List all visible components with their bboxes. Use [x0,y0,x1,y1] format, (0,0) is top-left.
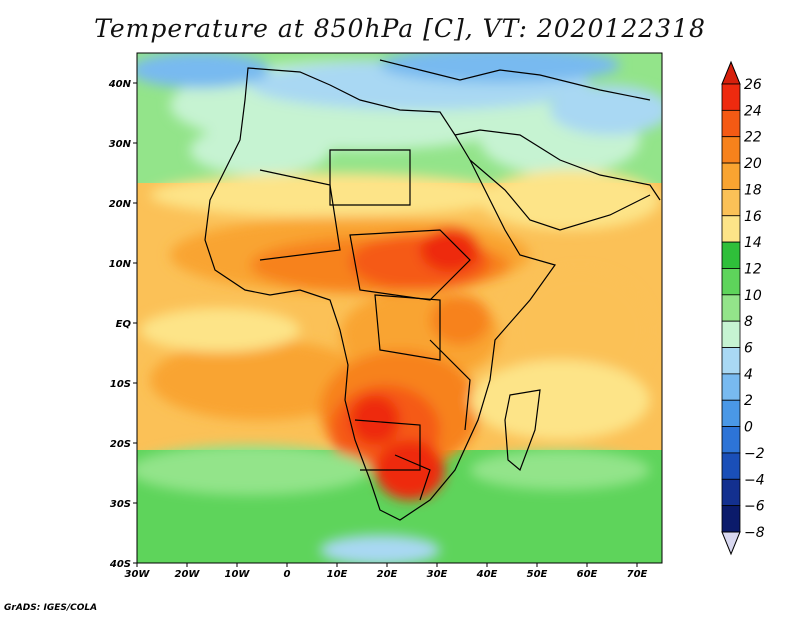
lat-tick-label: 40S [109,559,131,570]
lon-tick-label: 30W [125,569,151,580]
lat-tick-label: 10S [110,379,131,390]
colorbar-segment [721,162,741,190]
colorbar-segment [721,109,741,138]
colorbar-segment [721,399,741,427]
colorbar-label: 6 [744,341,753,357]
temperature-field [137,53,662,563]
colorbar-label: 20 [744,156,762,172]
colorbar-label: 12 [744,261,762,277]
colorbar-label: −6 [744,499,765,515]
lon-tick-label: 0 [284,569,291,580]
lon-tick-label: 40E [476,569,498,580]
colorbar-label: 8 [744,314,753,330]
colorbar-label: 14 [744,235,762,251]
colorbar-label: 16 [744,209,762,225]
coastlines [204,59,661,521]
colorbar-segment [721,373,741,401]
plot-frame [136,52,663,564]
colorbar-top-arrow [721,60,741,85]
colorbar-label: −2 [744,446,765,462]
colorbar-label: 10 [744,288,762,304]
colorbar-label: 2 [744,393,753,409]
colorbar-segment [721,215,741,243]
lon-tick-label: 30E [427,569,448,580]
lat-tick-label: 10N [109,259,132,270]
colorbar-label: 0 [744,420,753,436]
colorbar-bottom-arrow [721,531,741,556]
lat-tick-label: 20S [110,439,131,450]
lat-tick-label: 30N [109,139,132,150]
lon-tick-label: 70E [627,569,648,580]
colorbar-segment [721,189,741,217]
colorbar-label: 26 [744,77,762,93]
colorbar-segment [721,320,741,348]
lon-tick-label: 20W [175,569,201,580]
colorbar-segment [721,83,741,111]
colorbar-segment [721,294,741,322]
lon-tick-label: 20E [377,569,398,580]
lon-tick-label: 10W [225,569,251,580]
colorbar-segment [721,426,741,454]
colorbar-segment [721,136,741,164]
colorbar-label: −8 [744,525,765,541]
lon-tick-label: 10E [327,569,348,580]
colorbar-segment [721,241,741,269]
colorbar-label: 22 [744,130,762,146]
lat-tick-label: 20N [109,199,132,210]
colorbar-segment [721,268,741,296]
colorbar-label: 4 [744,367,753,383]
lat-tick-label: 40N [108,79,132,90]
colorbar-segment [721,478,741,507]
lat-tick-label: 30S [110,499,131,510]
lon-tick-label: 60E [577,569,598,580]
colorbar-segment [721,505,741,533]
colorbar-label: 24 [744,103,762,119]
lat-tick-label: EQ [116,319,132,330]
colorbar-label: −4 [744,472,765,488]
colorbar-segment [721,347,741,375]
map-title: Temperature at 850hPa [C], VT: 202012231… [94,14,706,43]
colorbar-label: 18 [744,182,762,198]
lon-tick-label: 50E [527,569,548,580]
credit-text: GrADS: IGES/COLA [4,603,98,613]
colorbar-segment [721,452,741,480]
